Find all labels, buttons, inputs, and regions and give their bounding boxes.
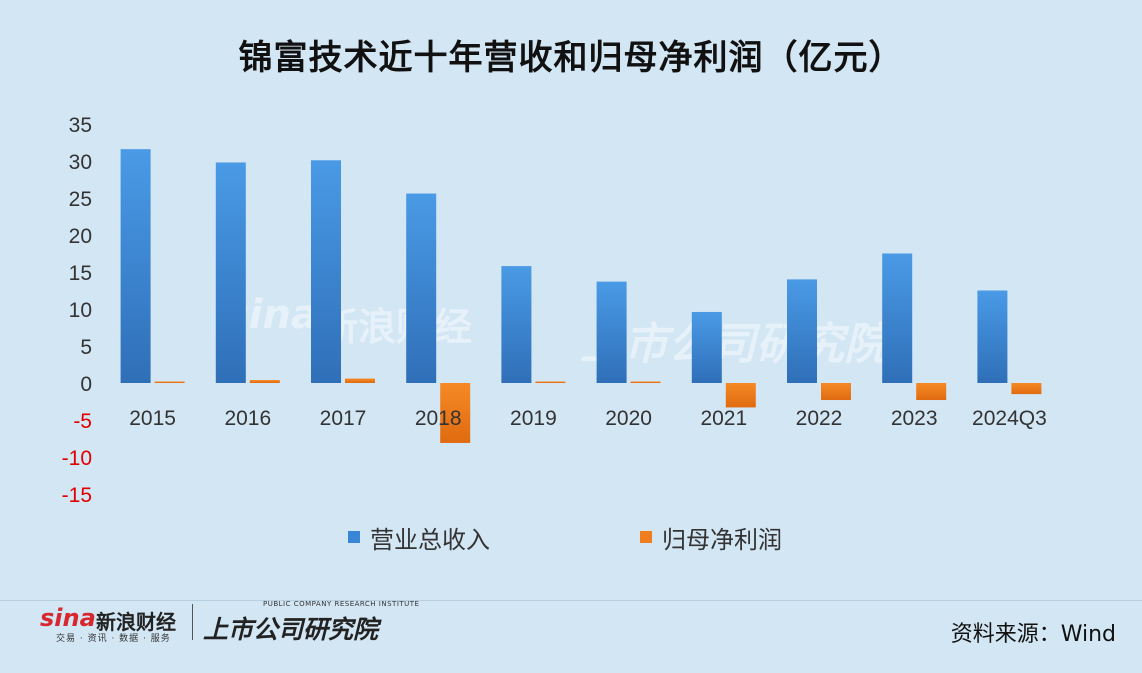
legend: 营业总收入 归母净利润	[348, 520, 932, 554]
revenue-bar	[691, 311, 722, 383]
x-tick-label: 2023	[891, 407, 938, 430]
net-profit-bar	[821, 383, 851, 401]
sina-logo-subtitle: 交易 · 资讯 · 数据 · 服务	[56, 634, 171, 644]
legend-item-revenue: 营业总收入	[348, 520, 490, 555]
legend-item-net-profit: 归母净利润	[640, 520, 782, 555]
y-tick-label: 0	[80, 373, 92, 396]
revenue-bar	[596, 281, 627, 383]
x-tick-label: 2021	[700, 407, 747, 430]
y-tick-label: 10	[69, 299, 92, 322]
net-profit-bar	[1011, 383, 1042, 395]
x-tick-label: 2019	[510, 407, 557, 430]
y-tick-label: 25	[69, 188, 92, 211]
chart-title: 锦富技术近十年营收和归母净利润（亿元）	[238, 38, 904, 78]
sina-finance-logo: sina 新浪财经 交易 · 资讯 · 数据 · 服务	[40, 604, 190, 644]
sina-logo-cn: 新浪财经	[96, 610, 176, 634]
x-tick-label: 2022	[796, 407, 843, 430]
revenue-bar	[406, 193, 437, 383]
x-tick-label: 2015	[129, 407, 176, 430]
net-profit-bar	[916, 383, 947, 401]
net-profit-bar	[345, 378, 375, 383]
revenue-bar	[977, 290, 1008, 383]
y-tick-label: 15	[69, 262, 92, 285]
net-profit-bar	[725, 383, 756, 408]
revenue-bar	[311, 160, 341, 383]
net-profit-bar	[249, 380, 280, 383]
revenue-bar	[215, 162, 246, 383]
logo-separator	[192, 604, 193, 640]
y-tick-label: -5	[73, 410, 92, 433]
net-profit-bar	[535, 381, 566, 384]
revenue-bar	[787, 279, 817, 383]
y-tick-label: 30	[69, 151, 92, 174]
revenue-bar	[882, 253, 913, 383]
revenue-bar	[501, 266, 532, 383]
y-tick-label: 35	[69, 114, 92, 137]
x-tick-label: 2016	[224, 407, 271, 430]
research-institute-logo: PUBLIC COMPANY RESEARCH INSTITUTE 上市公司研究…	[203, 600, 419, 644]
data-source: 资料来源：Wind	[950, 622, 1116, 647]
y-tick-label: -10	[62, 447, 92, 470]
y-tick-label: 5	[80, 336, 92, 359]
legend-label-revenue: 营业总收入	[370, 525, 490, 554]
x-tick-label: 2018	[415, 407, 462, 430]
net-profit-bar	[630, 381, 661, 384]
x-tick-label: 2017	[320, 407, 367, 430]
net-profit-bar	[154, 381, 185, 384]
legend-label-net-profit: 归母净利润	[662, 525, 782, 554]
y-tick-label: -15	[62, 484, 92, 507]
x-tick-label: 2024Q3	[972, 407, 1047, 430]
footer-divider	[0, 600, 1142, 601]
y-tick-label: 20	[69, 225, 92, 248]
net-profit-bar	[440, 383, 471, 443]
sina-logo-word: sina	[40, 604, 96, 632]
revenue-bar	[120, 149, 151, 383]
legend-swatch-net-profit	[640, 531, 652, 543]
institute-logo-subtitle: PUBLIC COMPANY RESEARCH INSTITUTE	[263, 600, 420, 608]
x-tick-label: 2020	[605, 407, 652, 430]
legend-swatch-revenue	[348, 531, 360, 543]
institute-logo-cn: 上市公司研究院	[203, 615, 379, 644]
